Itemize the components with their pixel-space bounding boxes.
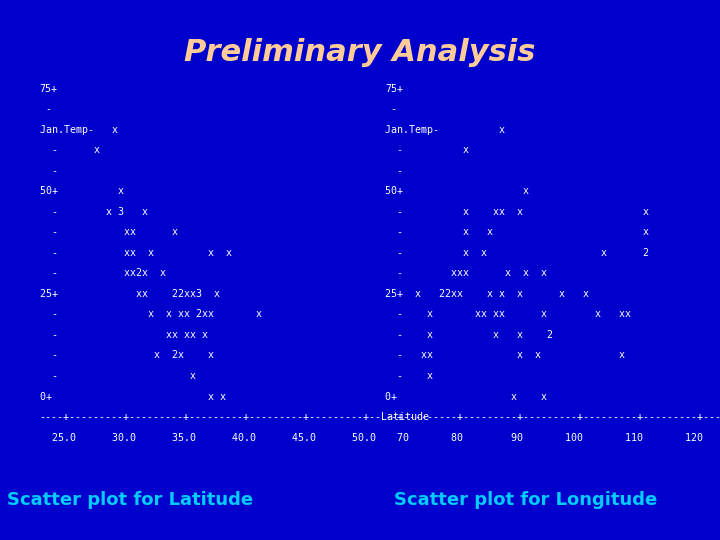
Text: -        x 3   x: - x 3 x — [40, 207, 148, 217]
Text: -          x: - x — [385, 145, 469, 156]
Text: 25+             xx    22xx3  x: 25+ xx 22xx3 x — [40, 289, 220, 299]
Text: -    x       xx xx      x        x   xx: - x xx xx x x xx — [385, 309, 631, 320]
Text: -           xx  x         x  x: - xx x x x — [40, 248, 232, 258]
Text: -: - — [385, 104, 397, 114]
Text: 70       80        90       100       110       120: 70 80 90 100 110 120 — [385, 433, 703, 443]
Text: -                      x: - x — [40, 371, 196, 381]
Text: -                  xx xx x: - xx xx x — [40, 330, 207, 340]
Text: Jan.Temp-   x: Jan.Temp- x — [40, 125, 117, 135]
Text: -               x  x xx 2xx       x: - x x xx 2xx x — [40, 309, 261, 320]
Text: Jan.Temp-          x: Jan.Temp- x — [385, 125, 505, 135]
Text: ----+---------+---------+---------+---------+---------+--Latitude: ----+---------+---------+---------+-----… — [40, 412, 430, 422]
Text: -: - — [385, 166, 403, 176]
Text: -           xx      x: - xx x — [40, 227, 178, 238]
Text: 25.0      30.0      35.0      40.0      45.0      50.0: 25.0 30.0 35.0 40.0 45.0 50.0 — [40, 433, 376, 443]
Text: 0+                   x    x: 0+ x x — [385, 392, 547, 402]
Text: -: - — [40, 104, 52, 114]
Text: --+---------+---------+---------+---------+---------+----Longitud: --+---------+---------+---------+-------… — [385, 412, 720, 422]
Text: 75+: 75+ — [40, 84, 58, 94]
Text: -                x  2x    x: - x 2x x — [40, 350, 214, 361]
Text: Preliminary Analysis: Preliminary Analysis — [184, 38, 536, 67]
Text: 25+  x   22xx    x x  x      x   x: 25+ x 22xx x x x x x — [385, 289, 589, 299]
Text: Scatter plot for Latitude: Scatter plot for Latitude — [6, 491, 253, 509]
Text: 0+                          x x: 0+ x x — [40, 392, 225, 402]
Text: -          x    xx  x                    x: - x xx x x — [385, 207, 649, 217]
Text: 50+                    x: 50+ x — [385, 186, 529, 197]
Text: -    x: - x — [385, 371, 433, 381]
Text: -           xx2x  x: - xx2x x — [40, 268, 166, 279]
Text: -: - — [40, 166, 58, 176]
Text: -    x          x   x    2: - x x x 2 — [385, 330, 553, 340]
Text: -        xxx      x  x  x: - xxx x x x — [385, 268, 547, 279]
Text: Scatter plot for Longitude: Scatter plot for Longitude — [394, 491, 657, 509]
Text: -   xx              x  x             x: - xx x x x — [385, 350, 625, 361]
Text: -      x: - x — [40, 145, 99, 156]
Text: -          x   x                         x: - x x x — [385, 227, 649, 238]
Text: -          x  x                   x      2: - x x x 2 — [385, 248, 649, 258]
Text: 50+          x: 50+ x — [40, 186, 124, 197]
Text: 75+: 75+ — [385, 84, 403, 94]
